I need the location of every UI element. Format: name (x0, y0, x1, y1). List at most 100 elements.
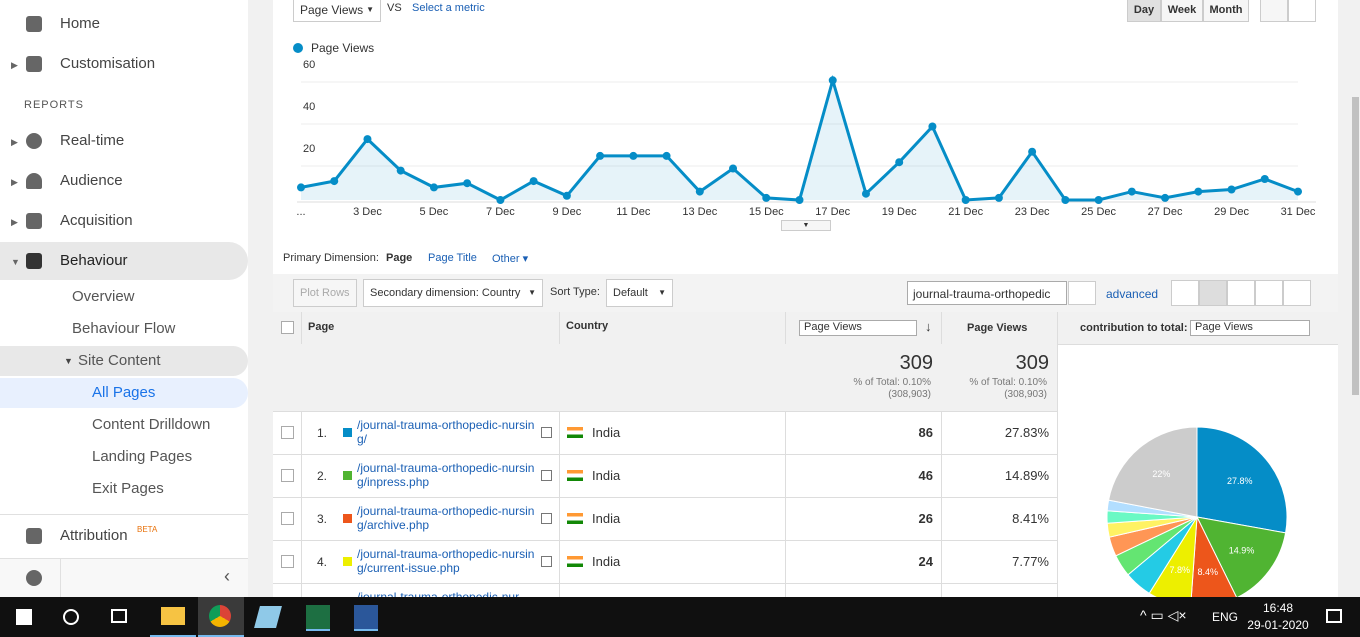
column-header: Country (566, 320, 609, 332)
select-metric[interactable]: Select a metric (412, 2, 485, 14)
flag (567, 427, 583, 438)
task-view[interactable] (111, 609, 127, 623)
metric-select[interactable]: Page Views ▼ (293, 0, 381, 22)
contribution-select[interactable]: Page Views (1190, 320, 1310, 336)
row-views: 26 (918, 511, 933, 526)
nav-item[interactable]: Customisation (60, 55, 156, 72)
x-tick-label: 23 Dec (1015, 206, 1050, 218)
checkbox[interactable] (281, 426, 294, 439)
open-link[interactable] (541, 427, 552, 438)
dimension-label: Primary Dimension: (283, 252, 379, 264)
total-value: 309 (1015, 352, 1049, 374)
search-button[interactable] (1068, 281, 1096, 305)
point (429, 183, 438, 192)
pie-label: 8.4% (1197, 567, 1218, 577)
nav-item[interactable]: Overview (72, 288, 135, 305)
row-swatch (343, 471, 352, 480)
period-button[interactable]: Day (1127, 0, 1161, 22)
scrollbar[interactable] (1350, 0, 1360, 597)
page-link[interactable]: /journal-trauma-orthopedic-nur (357, 590, 520, 597)
search-input[interactable]: journal-trauma-orthopedic (907, 281, 1067, 305)
page-link[interactable]: /journal-trauma-orthopedic-nursing/archi… (357, 504, 535, 532)
point (1294, 187, 1302, 196)
search-button[interactable] (63, 609, 79, 625)
secondary-select[interactable]: Secondary dimension: Country ▼ (363, 279, 543, 307)
nav-item[interactable]: Content Drilldown (92, 416, 211, 433)
checkbox[interactable] (281, 469, 294, 482)
nav-item[interactable]: Behaviour Flow (72, 320, 176, 337)
taskbar: ^ ▭ ◁× ENG 16:48 29-01-2020 (0, 597, 1360, 637)
pie-label: 7.8% (1169, 565, 1190, 575)
flag (567, 556, 583, 567)
nav-item[interactable]: All Pages (92, 384, 156, 401)
dimension-option[interactable]: Page Title (428, 252, 477, 264)
nav-item[interactable]: Real-time (60, 132, 125, 149)
total-value: 309 (899, 352, 933, 374)
flag (567, 513, 583, 524)
nav-item[interactable]: Attribution (60, 527, 128, 544)
dimension-option[interactable]: Other (492, 253, 520, 265)
point (1061, 196, 1070, 204)
language[interactable]: ENG (1212, 610, 1239, 624)
vs-label: VS (387, 2, 402, 14)
row-swatch (343, 428, 352, 437)
point (928, 122, 937, 131)
chart-toggle[interactable]: ▼ (781, 220, 831, 231)
row-index: 2. (317, 469, 328, 483)
view-button[interactable] (1283, 280, 1311, 306)
notifications[interactable] (1326, 609, 1342, 623)
view-button[interactable] (1255, 280, 1283, 306)
badge: BETA (137, 525, 158, 534)
point (861, 189, 870, 198)
legend-marker (293, 43, 303, 53)
nav-item[interactable]: Site Content (78, 352, 161, 369)
checkbox[interactable] (281, 555, 294, 568)
view-button[interactable] (1171, 280, 1199, 306)
checkbox[interactable] (281, 512, 294, 525)
point (795, 196, 804, 204)
start-button[interactable] (16, 609, 32, 625)
page-link[interactable]: /journal-trauma-orthopedic-nursing/inpre… (357, 461, 535, 489)
point (596, 151, 605, 160)
view-button[interactable] (1199, 280, 1227, 306)
point (1094, 196, 1103, 204)
row-share: 8.41% (1012, 511, 1049, 526)
plot-rows[interactable]: Plot Rows (293, 279, 357, 307)
chart-type[interactable] (1260, 0, 1288, 22)
country: India (592, 511, 621, 526)
nav-item[interactable]: Audience (60, 172, 123, 189)
checkbox[interactable] (281, 321, 294, 334)
dimension-option[interactable]: Page (386, 252, 413, 264)
chart-type[interactable] (1288, 0, 1316, 22)
clock-time[interactable]: 16:48 (1262, 601, 1294, 615)
nav-item[interactable]: Exit Pages (92, 480, 164, 497)
row-divider (273, 454, 1057, 455)
collapse[interactable]: ‹ (224, 566, 230, 586)
settings-icon[interactable] (26, 570, 42, 586)
line-chart: 20 40 60... 3 Dec 5 Dec 7 Dec 9 Dec 11 Dec 13 De… (293, 41, 1316, 218)
open-link[interactable] (541, 470, 552, 481)
row-swatch (343, 557, 352, 566)
advanced-link[interactable]: advanced (1106, 287, 1159, 301)
view-button[interactable] (1227, 280, 1255, 306)
point (463, 179, 472, 188)
line (300, 74, 1299, 202)
sort-select[interactable]: Default ▼ (606, 279, 673, 307)
nav-item[interactable]: Behaviour (60, 252, 128, 269)
nav-item[interactable]: Acquisition (60, 212, 133, 229)
period-button[interactable]: Month (1203, 0, 1249, 22)
open-link[interactable] (541, 556, 552, 567)
metric-select[interactable]: Page Views (799, 320, 917, 336)
table: Page Country Page Views ↓ Page Views contribu… (273, 312, 1338, 597)
nav-item[interactable]: Landing Pages (92, 448, 193, 465)
nav-item[interactable]: Home (60, 15, 101, 32)
y-tick-label: 40 (303, 101, 315, 113)
dimension-option[interactable]: Other ▾ (492, 253, 529, 265)
page-link[interactable]: /journal-trauma-orthopedic-nursing/ (357, 418, 535, 446)
page-link[interactable]: /journal-trauma-orthopedic-nursing/curre… (357, 547, 535, 575)
clock-date[interactable]: 29-01-2020 (1247, 618, 1309, 632)
point (330, 177, 339, 186)
period-button[interactable]: Week (1161, 0, 1203, 22)
pie-label: 22% (1152, 469, 1170, 479)
open-link[interactable] (541, 513, 552, 524)
